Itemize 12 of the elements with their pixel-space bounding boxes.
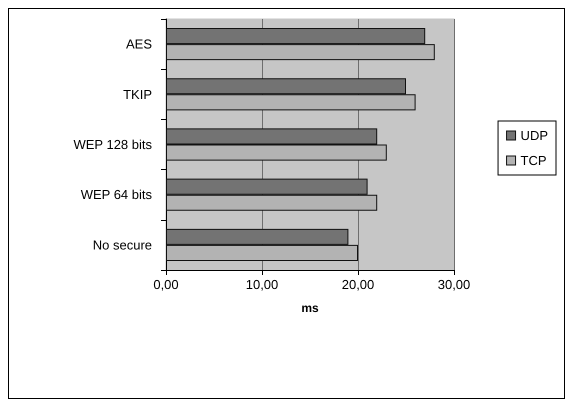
x-tick-label: 20,00 [342, 277, 374, 292]
y-tick-label: TKIP [123, 86, 152, 102]
y-tick-label: WEP 64 bits [80, 187, 152, 202]
y-tick-label: AES [126, 36, 152, 52]
legend-label: TCP [520, 153, 547, 168]
x-tick-label: 10,00 [246, 277, 278, 292]
y-tick-label: WEP 128 bits [73, 137, 152, 152]
x-tick-label: 30,00 [438, 277, 470, 292]
y-tick-label: No secure [92, 237, 152, 252]
legend-label: UDP [520, 128, 548, 143]
x-tick-label: 0,00 [153, 277, 179, 292]
x-axis-title: ms [301, 301, 319, 315]
